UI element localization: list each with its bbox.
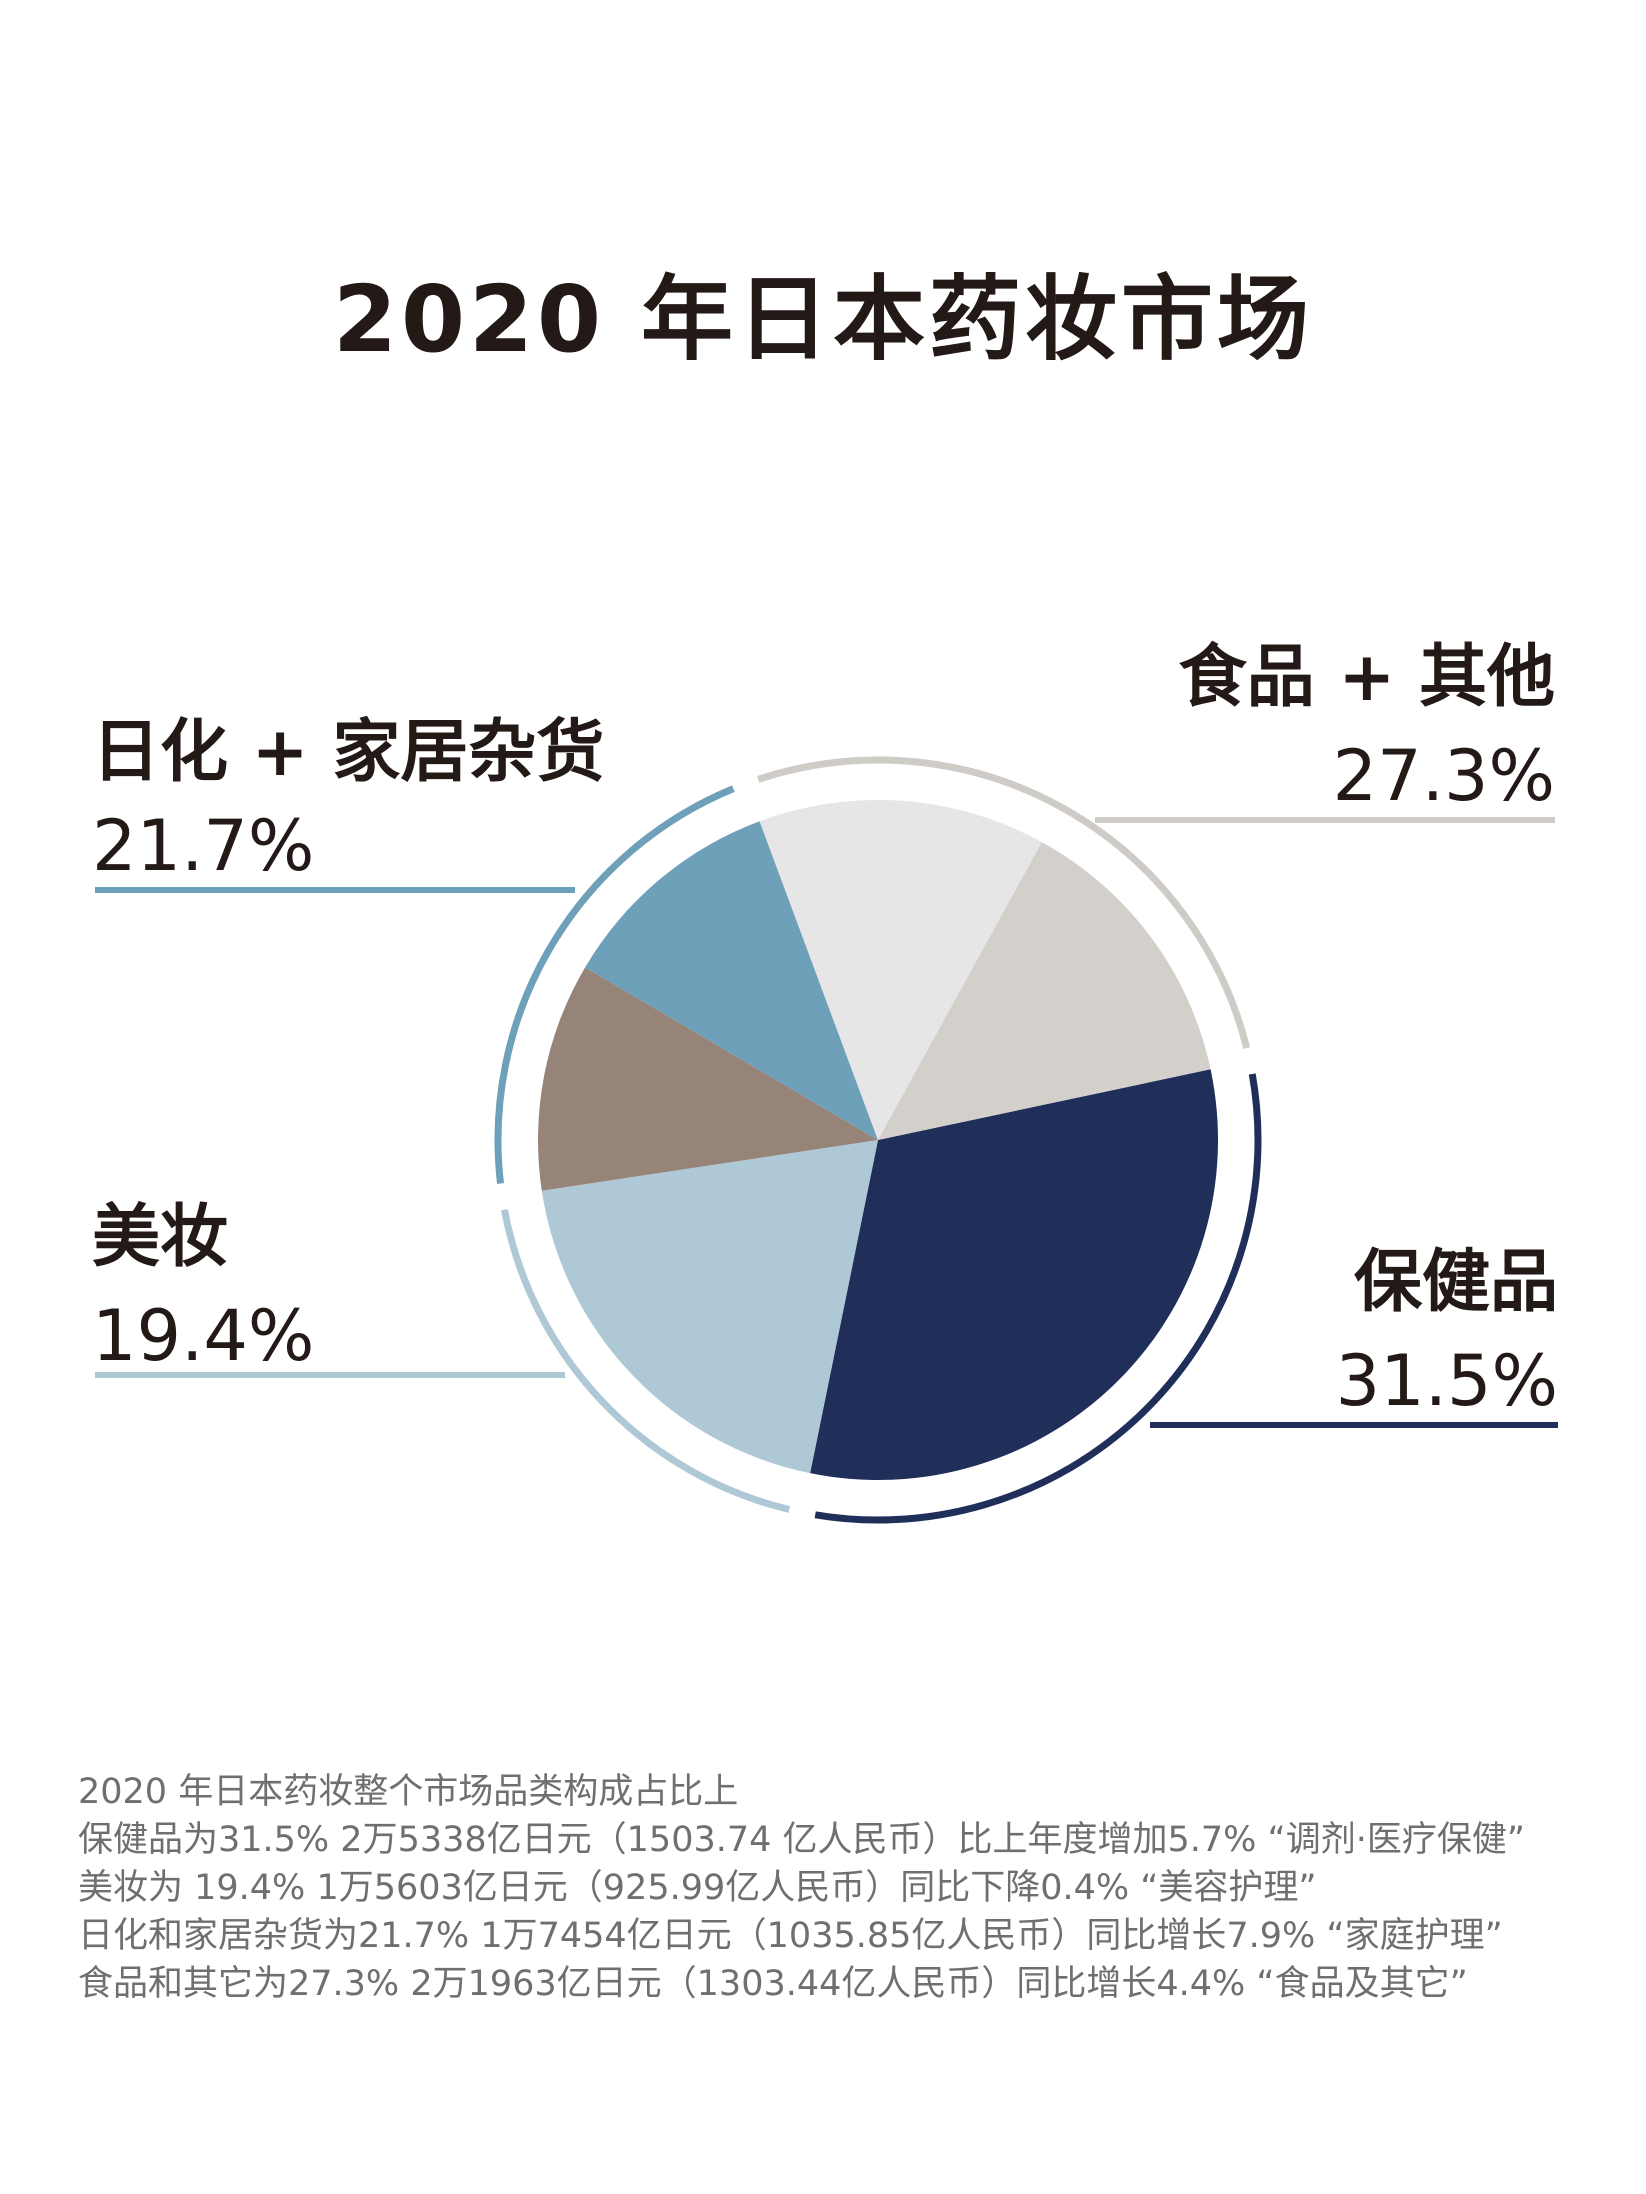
leader-lines	[95, 817, 1558, 1428]
outer-arc	[501, 1209, 791, 1513]
outer-arc	[757, 756, 1251, 1049]
notes-block: 2020 年日本药妆整个市场品类构成占比上 保健品为31.5% 2万5338亿日…	[78, 1768, 1618, 2008]
slice-labels: 保健品 31.5% 食品 + 其他 27.3% 日化 + 家居杂货 21.7% 美妆 19.4…	[92, 638, 1558, 1422]
pie-slice	[585, 821, 878, 1140]
pie-slice	[541, 1140, 878, 1474]
slice-label-value: 19.4%	[92, 1295, 314, 1377]
note-line: 2020 年日本药妆整个市场品类构成占比上	[78, 1772, 739, 1812]
chart-title: 2020 年日本药妆市场	[332, 266, 1314, 373]
slice-label-value: 31.5%	[1336, 1340, 1558, 1422]
slice-label-value: 21.7%	[92, 805, 314, 887]
outer-arcs	[494, 756, 1262, 1524]
slice-label-name: 日化 + 家居杂货	[92, 713, 604, 792]
note-line: 美妆为 19.4% 1万5603亿日元（925.99亿人民币）同比下降0.4% …	[78, 1868, 1317, 1908]
pie-slices	[538, 800, 1218, 1480]
note-line: 日化和家居杂货为21.7% 1万7454亿日元（1035.85亿人民币）同比增长…	[78, 1916, 1503, 1956]
note-line: 保健品为31.5% 2万5338亿日元（1503.74 亿人民币）比上年度增加5…	[78, 1820, 1525, 1860]
slice-label-value: 27.3%	[1333, 735, 1555, 817]
pie-slice	[759, 800, 1042, 1140]
outer-arc	[814, 1073, 1262, 1524]
pie-slice	[878, 842, 1211, 1140]
slice-label-name: 美妆	[92, 1198, 228, 1277]
outer-arc	[494, 785, 735, 1184]
slice-label-name: 食品 + 其他	[1179, 638, 1555, 717]
slice-label-name: 保健品	[1354, 1243, 1558, 1322]
pie-slice	[538, 967, 878, 1191]
pie-slice	[810, 1069, 1218, 1480]
note-line: 食品和其它为27.3% 2万1963亿日元（1303.44亿人民币）同比增长4.…	[78, 1964, 1468, 2004]
